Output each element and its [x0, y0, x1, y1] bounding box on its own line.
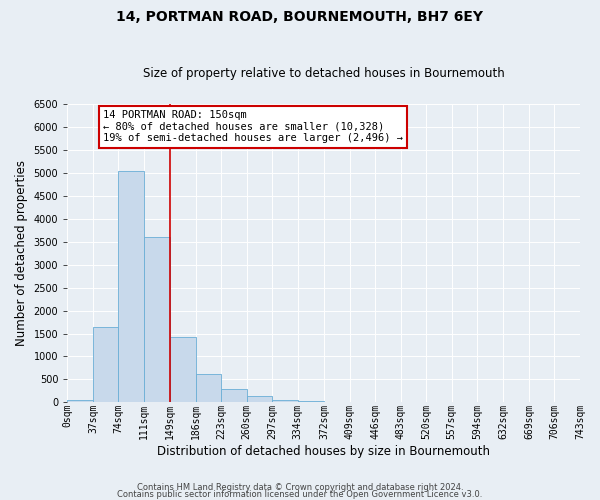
Text: 14 PORTMAN ROAD: 150sqm
← 80% of detached houses are smaller (10,328)
19% of sem: 14 PORTMAN ROAD: 150sqm ← 80% of detache…: [103, 110, 403, 144]
Bar: [67, 400, 93, 402]
Text: Contains public sector information licensed under the Open Government Licence v3: Contains public sector information licen…: [118, 490, 482, 499]
X-axis label: Distribution of detached houses by size in Bournemouth: Distribution of detached houses by size …: [157, 444, 490, 458]
Text: Contains HM Land Registry data © Crown copyright and database right 2024.: Contains HM Land Registry data © Crown c…: [137, 484, 463, 492]
Bar: [170, 337, 196, 402]
Title: Size of property relative to detached houses in Bournemouth: Size of property relative to detached ho…: [143, 66, 505, 80]
Bar: [247, 396, 272, 402]
Text: 14, PORTMAN ROAD, BOURNEMOUTH, BH7 6EY: 14, PORTMAN ROAD, BOURNEMOUTH, BH7 6EY: [116, 10, 484, 24]
Bar: [221, 389, 247, 402]
Bar: [272, 400, 298, 402]
Y-axis label: Number of detached properties: Number of detached properties: [15, 160, 28, 346]
Bar: [144, 237, 170, 402]
Bar: [118, 171, 144, 402]
Bar: [298, 401, 324, 402]
Bar: [93, 326, 118, 402]
Bar: [196, 374, 221, 402]
